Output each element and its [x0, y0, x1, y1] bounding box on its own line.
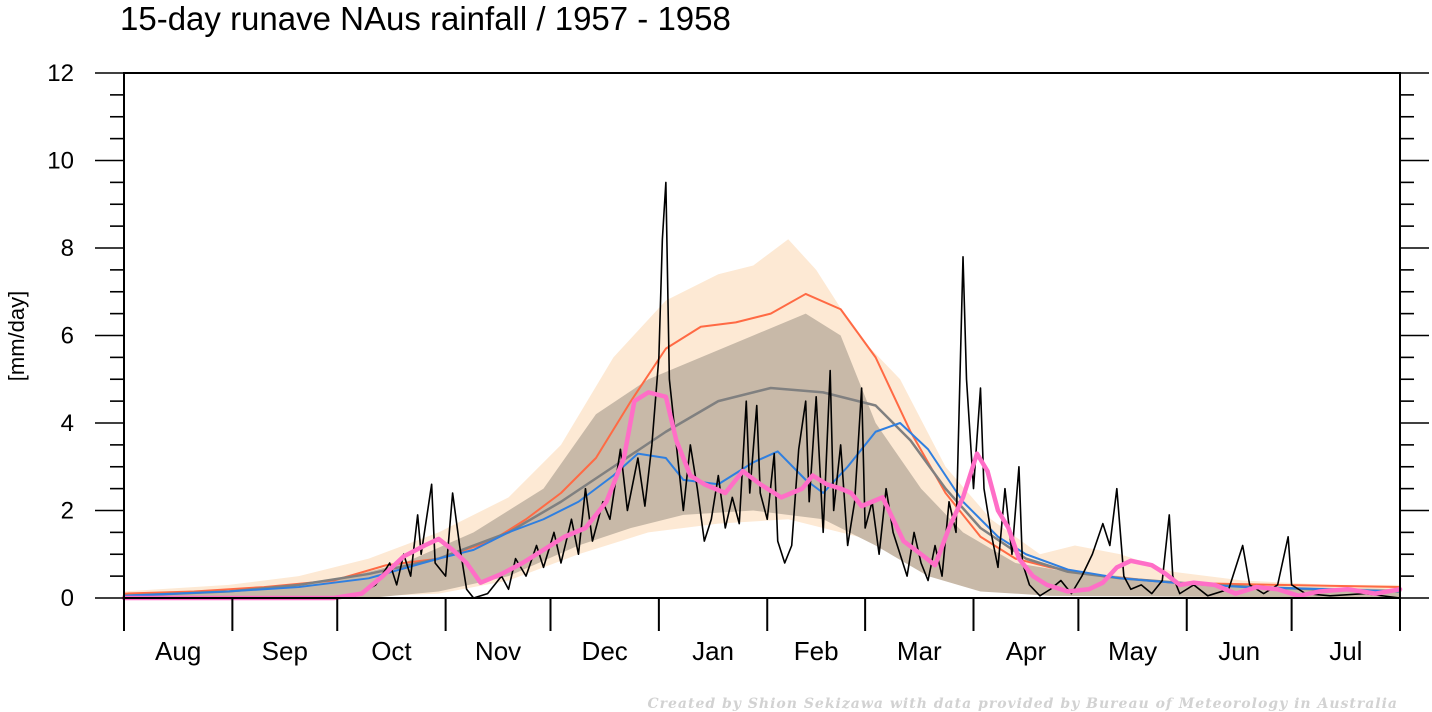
- series-line-1: [122, 386, 1402, 598]
- x-tick-label: Apr: [1006, 636, 1047, 666]
- spread-bands: [124, 239, 1400, 598]
- x-tick-label: Oct: [371, 636, 412, 666]
- x-tick-label: Dec: [582, 636, 628, 666]
- x-tick-label: Jan: [692, 636, 734, 666]
- series-line-2: [123, 422, 1401, 597]
- y-tick-label: 10: [47, 148, 74, 175]
- y-tick-label: 12: [47, 60, 74, 87]
- credit-text: Created by Shion Sekizawa with data prov…: [647, 696, 1398, 712]
- x-tick-label: Aug: [155, 636, 201, 666]
- x-tick-label: Feb: [794, 636, 839, 666]
- y-tick-label: 6: [61, 323, 74, 350]
- series-lines: [121, 181, 1403, 601]
- y-tick-label: 8: [61, 235, 74, 262]
- x-tick-label: Sep: [262, 636, 308, 666]
- y-tick-label: 0: [61, 585, 74, 612]
- x-tick-label: Jul: [1329, 636, 1362, 666]
- x-tick-label: Mar: [897, 636, 942, 666]
- x-tick-label: Jun: [1218, 636, 1260, 666]
- chart-title: 15-day runave NAus rainfall / 1957 - 195…: [120, 0, 731, 37]
- series-line-3: [123, 181, 1401, 599]
- y-tick-label: 4: [61, 410, 74, 437]
- series-line-0: [123, 292, 1401, 595]
- y-tick-label: 2: [61, 498, 74, 525]
- plot-frame: [123, 72, 1401, 599]
- x-tick-label: Nov: [475, 636, 521, 666]
- x-tick-label: May: [1108, 636, 1157, 666]
- series-line-4: [121, 390, 1403, 601]
- y-axis-label: [mm/day]: [4, 291, 29, 381]
- axes: 0 2 4 6 8 10 12 Aug Sep Oct Nov Dec Jan Feb Mar Apr May J…: [47, 60, 1429, 666]
- band-1: [124, 313, 1400, 598]
